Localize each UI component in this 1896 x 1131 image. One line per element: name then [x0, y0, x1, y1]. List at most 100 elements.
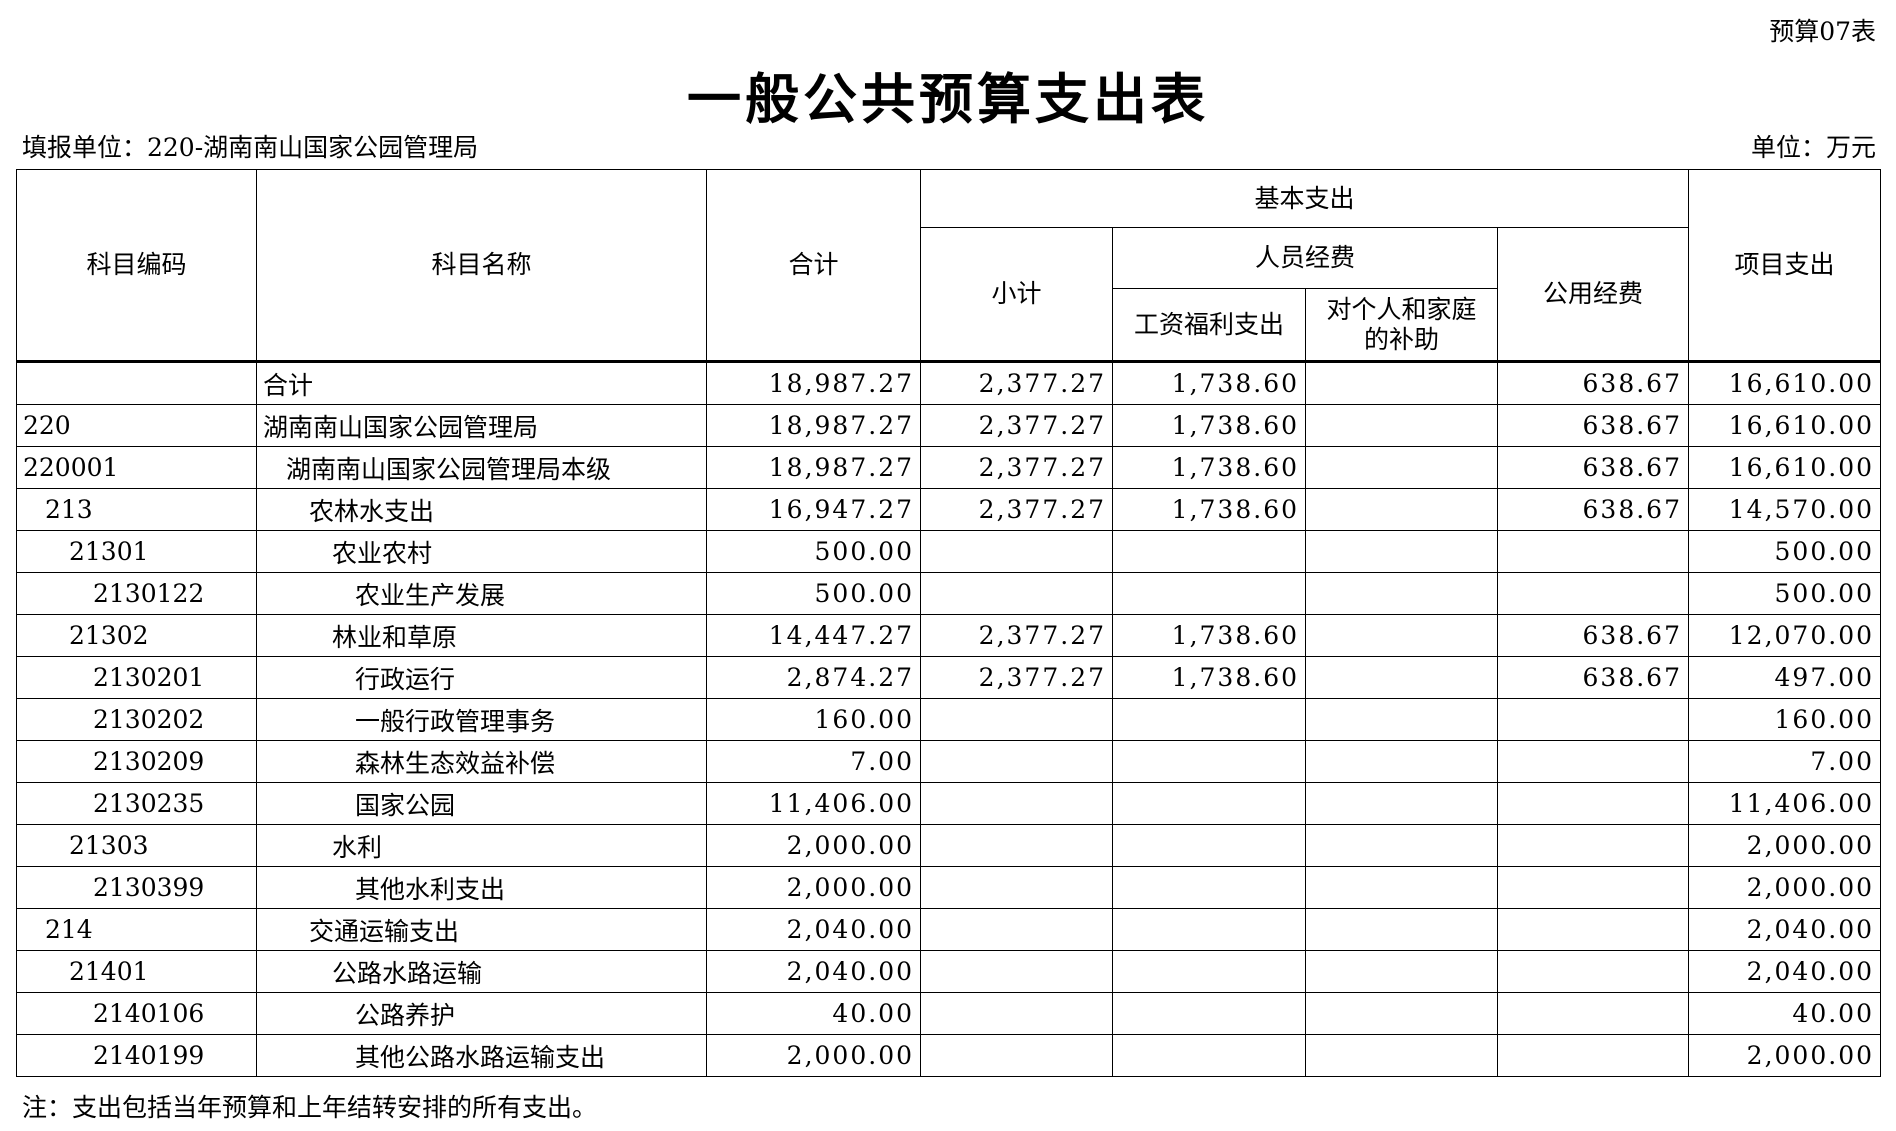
cell-salary — [1112, 740, 1306, 783]
cell-name: 一般行政管理事务 — [256, 698, 707, 741]
currency-unit: 单位：万元 — [1750, 133, 1876, 162]
table-row: 2130399 其他水利支出 2,000.00 2,000.00 — [16, 866, 1881, 909]
cell-code — [16, 360, 257, 405]
cell-total: 7.00 — [706, 740, 921, 783]
cell-code: 213 — [16, 488, 257, 531]
cell-code: 21401 — [16, 950, 257, 993]
cell-public — [1497, 782, 1689, 825]
cell-project: 2,000.00 — [1688, 824, 1881, 867]
cell-salary: 1,738.60 — [1112, 488, 1306, 531]
cell-project: 500.00 — [1688, 572, 1881, 615]
cell-code: 2130235 — [16, 782, 257, 825]
cell-name: 水利 — [256, 824, 707, 867]
header-name: 科目名称 — [256, 169, 707, 362]
table-row: 220 湖南南山国家公园管理局 18,987.27 2,377.27 1,738.60 6… — [16, 404, 1881, 447]
cell-public: 638.67 — [1497, 488, 1689, 531]
cell-subtotal: 2,377.27 — [920, 656, 1113, 699]
cell-subtotal — [920, 572, 1113, 615]
cell-name: 湖南南山国家公园管理局 — [256, 404, 707, 447]
cell-salary: 1,738.60 — [1112, 446, 1306, 489]
header-subtotal: 小计 — [920, 227, 1113, 362]
cell-subsidy — [1305, 824, 1498, 867]
cell-name: 交通运输支出 — [256, 908, 707, 951]
table-row: 220001 湖南南山国家公园管理局本级 18,987.27 2,377.27 1,73… — [16, 446, 1881, 489]
cell-subsidy — [1305, 446, 1498, 489]
cell-public — [1497, 866, 1689, 909]
cell-project: 16,610.00 — [1688, 446, 1881, 489]
cell-project: 16,610.00 — [1688, 404, 1881, 447]
table-row: 2140106 公路养护 40.00 40.00 — [16, 992, 1881, 1035]
cell-name: 公路水路运输 — [256, 950, 707, 993]
cell-salary — [1112, 572, 1306, 615]
cell-subtotal: 2,377.27 — [920, 446, 1113, 489]
header-subsidy: 对个人和家庭的补助 — [1305, 288, 1498, 362]
cell-code: 21302 — [16, 614, 257, 657]
cell-salary — [1112, 908, 1306, 951]
cell-salary — [1112, 530, 1306, 573]
header-personnel: 人员经费 — [1112, 227, 1498, 289]
cell-name: 公路养护 — [256, 992, 707, 1035]
cell-total: 2,040.00 — [706, 908, 921, 951]
cell-code: 220001 — [16, 446, 257, 489]
cell-public — [1497, 740, 1689, 783]
cell-code: 220 — [16, 404, 257, 447]
table-row: 213 农林水支出 16,947.27 2,377.27 1,738.60 638.67 1… — [16, 488, 1881, 531]
cell-subsidy — [1305, 656, 1498, 699]
cell-subtotal — [920, 950, 1113, 993]
cell-total: 500.00 — [706, 572, 921, 615]
cell-total: 18,987.27 — [706, 360, 921, 405]
table-row: 2130209 森林生态效益补偿 7.00 7.00 — [16, 740, 1881, 783]
cell-project: 497.00 — [1688, 656, 1881, 699]
cell-name: 其他公路水路运输支出 — [256, 1034, 707, 1077]
cell-subsidy — [1305, 698, 1498, 741]
cell-code: 2130122 — [16, 572, 257, 615]
cell-subtotal: 2,377.27 — [920, 360, 1113, 405]
cell-name: 国家公园 — [256, 782, 707, 825]
cell-name: 农林水支出 — [256, 488, 707, 531]
cell-project: 2,040.00 — [1688, 950, 1881, 993]
cell-public — [1497, 572, 1689, 615]
cell-public: 638.67 — [1497, 614, 1689, 657]
cell-subsidy — [1305, 614, 1498, 657]
cell-subtotal: 2,377.27 — [920, 488, 1113, 531]
cell-salary — [1112, 866, 1306, 909]
cell-code: 2130399 — [16, 866, 257, 909]
cell-subtotal: 2,377.27 — [920, 614, 1113, 657]
cell-subtotal — [920, 698, 1113, 741]
cell-code: 214 — [16, 908, 257, 951]
cell-total: 160.00 — [706, 698, 921, 741]
cell-total: 2,000.00 — [706, 866, 921, 909]
cell-name: 农业农村 — [256, 530, 707, 573]
cell-salary — [1112, 950, 1306, 993]
cell-total: 2,040.00 — [706, 950, 921, 993]
table-row: 2140199 其他公路水路运输支出 2,000.00 2,000.00 — [16, 1034, 1881, 1077]
cell-public: 638.67 — [1497, 404, 1689, 447]
cell-salary — [1112, 992, 1306, 1035]
cell-salary — [1112, 698, 1306, 741]
table-row: 21401 公路水路运输 2,040.00 2,040.00 — [16, 950, 1881, 993]
cell-public — [1497, 992, 1689, 1035]
table-row: 2130235 国家公园 11,406.00 11,406.00 — [16, 782, 1881, 825]
cell-subtotal — [920, 824, 1113, 867]
cell-total: 16,947.27 — [706, 488, 921, 531]
cell-salary: 1,738.60 — [1112, 360, 1306, 405]
cell-subsidy — [1305, 992, 1498, 1035]
cell-salary: 1,738.60 — [1112, 404, 1306, 447]
cell-name: 合计 — [256, 360, 707, 405]
cell-subsidy — [1305, 950, 1498, 993]
cell-public — [1497, 1034, 1689, 1077]
cell-salary — [1112, 824, 1306, 867]
cell-subtotal — [920, 1034, 1113, 1077]
cell-total: 500.00 — [706, 530, 921, 573]
cell-project: 2,000.00 — [1688, 1034, 1881, 1077]
cell-project: 14,570.00 — [1688, 488, 1881, 531]
cell-subtotal — [920, 866, 1113, 909]
cell-project: 11,406.00 — [1688, 782, 1881, 825]
cell-code: 2140106 — [16, 992, 257, 1035]
header-code: 科目编码 — [16, 169, 257, 362]
cell-subtotal: 2,377.27 — [920, 404, 1113, 447]
cell-public — [1497, 950, 1689, 993]
cell-name: 林业和草原 — [256, 614, 707, 657]
header-project: 项目支出 — [1688, 169, 1881, 362]
